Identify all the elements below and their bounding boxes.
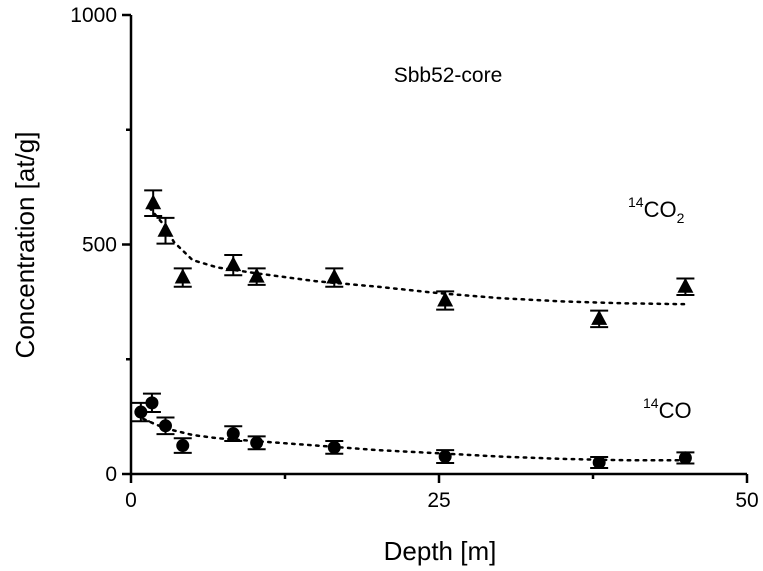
data-point bbox=[436, 290, 455, 311]
y-tick-label: 0 bbox=[105, 463, 117, 486]
fit-line-series-0 bbox=[148, 206, 687, 306]
y-axis-title: Concentration [at/g] bbox=[10, 132, 40, 359]
data-point bbox=[436, 449, 455, 464]
triangle-marker bbox=[326, 268, 343, 284]
circle-marker bbox=[678, 451, 692, 465]
circle-marker bbox=[176, 439, 190, 453]
data-point bbox=[173, 437, 192, 454]
data-point bbox=[590, 456, 609, 470]
data-point bbox=[676, 451, 695, 465]
series-label-co2-sub: 2 bbox=[677, 210, 685, 226]
triangle-marker bbox=[145, 194, 162, 210]
x-tick-label: 50 bbox=[735, 489, 758, 512]
chart-annotation: Sbb52-core bbox=[394, 64, 503, 87]
circle-marker bbox=[145, 396, 159, 410]
data-points bbox=[131, 189, 695, 470]
axes: 0 500 1000 0 25 50 bbox=[70, 4, 758, 512]
fit-line-series-1 bbox=[142, 417, 687, 462]
data-point bbox=[590, 309, 609, 329]
circle-marker bbox=[438, 450, 452, 464]
circle-marker bbox=[226, 427, 240, 441]
series-label-co2-base: CO bbox=[644, 197, 677, 222]
triangle-marker bbox=[677, 277, 694, 293]
data-point bbox=[224, 425, 243, 442]
circle-marker bbox=[592, 456, 606, 470]
triangle-marker bbox=[591, 309, 608, 325]
circle-marker bbox=[327, 440, 341, 454]
data-point bbox=[173, 267, 192, 288]
triangle-marker bbox=[437, 291, 454, 307]
y-tick-label: 500 bbox=[82, 234, 117, 257]
data-point bbox=[325, 439, 344, 455]
data-point bbox=[247, 267, 266, 286]
data-point bbox=[224, 254, 243, 277]
data-point bbox=[144, 189, 163, 218]
series-label-co2: 14CO2 bbox=[628, 194, 685, 226]
triangle-marker bbox=[225, 256, 242, 272]
x-tick-label: 0 bbox=[125, 489, 137, 512]
x-tick-label: 25 bbox=[427, 489, 450, 512]
y-tick-label: 1000 bbox=[70, 4, 117, 27]
data-point bbox=[247, 435, 266, 451]
fit-lines bbox=[142, 206, 687, 462]
series-label-co-base: CO bbox=[659, 398, 692, 423]
triangle-marker bbox=[157, 221, 174, 237]
triangle-marker bbox=[174, 268, 191, 284]
triangle-marker bbox=[248, 267, 265, 283]
x-axis-title: Depth [m] bbox=[384, 536, 497, 566]
series-label-co2-sup: 14 bbox=[628, 194, 644, 210]
data-point bbox=[156, 216, 175, 245]
data-point bbox=[156, 416, 175, 436]
series-label-co: 14CO bbox=[643, 395, 692, 423]
series-label-co-sup: 14 bbox=[643, 395, 659, 411]
circle-marker bbox=[158, 419, 172, 433]
circle-marker bbox=[250, 436, 264, 450]
labels: Sbb52-core Depth [m] Concentration [at/g… bbox=[10, 64, 692, 566]
data-point bbox=[325, 267, 344, 288]
circle-marker bbox=[134, 405, 148, 419]
data-point bbox=[676, 277, 695, 296]
data-point bbox=[142, 392, 161, 414]
